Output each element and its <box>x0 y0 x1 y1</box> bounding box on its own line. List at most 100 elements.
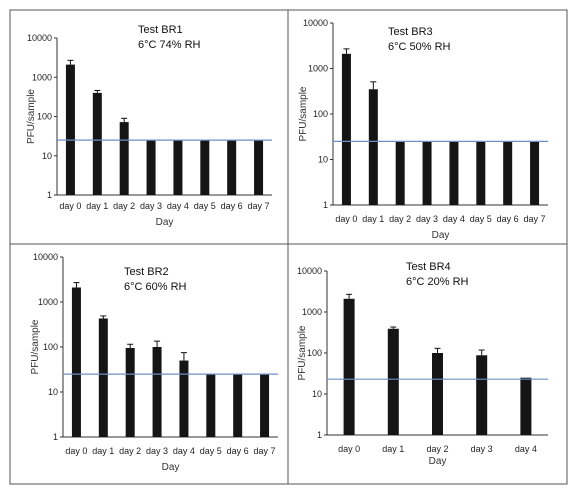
x-tick-label: day 0 <box>59 201 81 211</box>
x-tick-label: day 5 <box>200 446 222 456</box>
bar <box>503 141 513 205</box>
y-tick-label: 1 <box>323 200 328 210</box>
chart-3: 10000 1000 100 10 1 day 0 day 1 day 2 day 3 day 4… <box>30 252 278 473</box>
bar <box>260 374 270 437</box>
y-axis-label: PFU/sample <box>297 325 308 380</box>
x-axis-label: Day <box>432 230 450 241</box>
y-axis-label: PFU/sample <box>26 89 37 144</box>
y-tick-label: 1 <box>317 430 322 440</box>
x-tick-label: day 4 <box>173 446 195 456</box>
y-tick-label: 10000 <box>27 33 52 43</box>
x-tick-label: day 0 <box>65 446 87 456</box>
y-tick-label: 10 <box>318 155 328 165</box>
bar <box>422 141 432 205</box>
y-tick-label: 100 <box>37 112 52 122</box>
y-tick-label: 1000 <box>32 72 52 82</box>
y-tick-label: 10000 <box>303 18 328 28</box>
bar <box>449 141 459 205</box>
bar <box>98 318 108 437</box>
x-tick-label: day 6 <box>227 446 249 456</box>
bar <box>125 348 135 437</box>
chart-subtitle: 6°C 20% RH <box>406 276 469 288</box>
chart-title: Test BR3 <box>388 26 433 38</box>
x-tick-label: day 6 <box>497 214 519 224</box>
x-tick-label: day 1 <box>382 444 404 454</box>
bar <box>395 141 405 205</box>
x-tick-label: day 3 <box>416 214 438 224</box>
x-axis-label: Day <box>429 456 447 467</box>
chart-subtitle: 6°C 60% RH <box>124 281 187 293</box>
y-tick-label: 1000 <box>308 64 328 74</box>
panel-frame-bottom-right <box>287 243 568 485</box>
y-tick-label: 1 <box>53 432 58 442</box>
bar <box>341 53 351 206</box>
y-tick-label: 100 <box>313 109 328 119</box>
x-tick-label: day 3 <box>471 444 493 454</box>
bar <box>65 64 75 195</box>
x-tick-label: day 2 <box>119 446 141 456</box>
x-tick-label: day 0 <box>338 444 360 454</box>
chart-4: 10000 1000 100 10 1 day 0 day 1 day 2 day 3 day 4… <box>297 261 548 467</box>
bar <box>71 287 81 437</box>
x-tick-label: day 3 <box>140 201 162 211</box>
y-tick-label: 10000 <box>297 266 322 276</box>
y-tick-label: 1000 <box>38 297 58 307</box>
chart-1: 10000 1000 100 10 1 day 0 day 1 day 2 day 3 day 4… <box>26 24 272 228</box>
bar <box>254 140 264 195</box>
bar <box>206 374 216 437</box>
x-axis-label: Day <box>156 217 174 228</box>
bar <box>387 328 399 435</box>
x-tick-label: day 1 <box>86 201 108 211</box>
y-axis-label: PFU/sample <box>298 86 309 141</box>
x-tick-label: day 6 <box>221 201 243 211</box>
y-tick-label: 10 <box>48 387 58 397</box>
y-tick-label: 10000 <box>33 252 58 262</box>
chart-subtitle: 6°C 74% RH <box>138 39 201 51</box>
bar <box>152 347 162 437</box>
bar <box>520 377 532 435</box>
bar <box>146 140 156 195</box>
chart-title: Test BR2 <box>124 266 169 278</box>
x-tick-label: day 3 <box>146 446 168 456</box>
y-axis-label: PFU/sample <box>30 319 41 374</box>
x-tick-label: day 2 <box>426 444 448 454</box>
chart-subtitle: 6°C 50% RH <box>388 41 451 53</box>
x-tick-label: day 1 <box>362 214 384 224</box>
x-tick-label: day 7 <box>248 201 270 211</box>
bar <box>530 141 540 205</box>
y-tick-label: 100 <box>43 342 58 352</box>
y-tick-label: 1000 <box>302 307 322 317</box>
x-tick-label: day 4 <box>443 214 465 224</box>
bar <box>233 374 243 437</box>
x-tick-label: day 4 <box>167 201 189 211</box>
y-tick-label: 1 <box>47 190 52 200</box>
x-tick-label: day 2 <box>389 214 411 224</box>
chart-2: 10000 1000 100 10 1 day 0 day 1 day 2 day 3 day 4… <box>298 18 548 241</box>
chart-title: Test BR1 <box>138 24 183 36</box>
y-tick-label: 100 <box>307 348 322 358</box>
bar <box>92 92 102 195</box>
bar <box>432 353 443 435</box>
bar <box>476 141 486 205</box>
bar <box>200 140 210 195</box>
bar <box>368 89 378 205</box>
x-tick-label: day 0 <box>335 214 357 224</box>
x-tick-label: day 2 <box>113 201 135 211</box>
y-tick-label: 10 <box>312 389 322 399</box>
x-tick-label: day 5 <box>194 201 216 211</box>
bar <box>227 140 237 195</box>
x-tick-label: day 7 <box>254 446 276 456</box>
bar <box>476 355 488 435</box>
x-tick-label: day 1 <box>92 446 114 456</box>
chart-title: Test BR4 <box>406 261 451 273</box>
x-tick-label: day 5 <box>470 214 492 224</box>
bar <box>119 122 129 195</box>
bar <box>173 140 183 195</box>
bar <box>343 298 355 435</box>
bar <box>179 360 189 437</box>
x-tick-label: day 7 <box>524 214 546 224</box>
x-tick-label: day 4 <box>515 444 537 454</box>
x-axis-label: Day <box>162 462 180 473</box>
y-tick-label: 10 <box>42 151 52 161</box>
